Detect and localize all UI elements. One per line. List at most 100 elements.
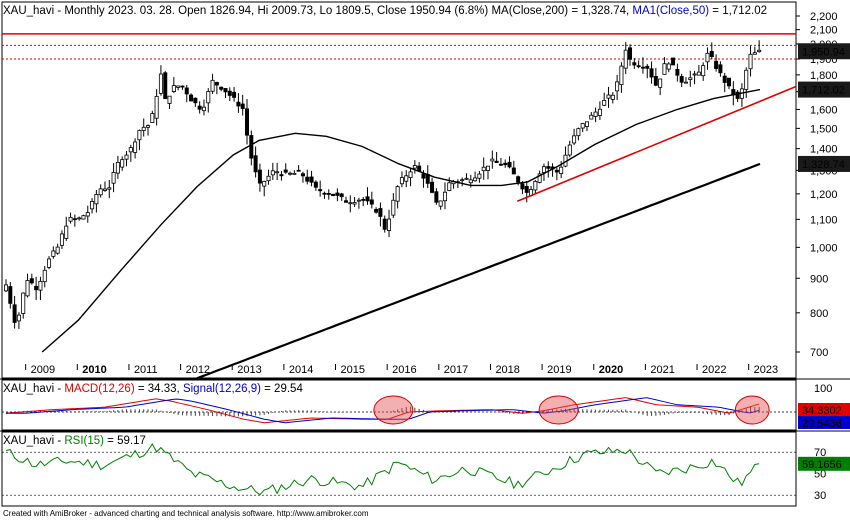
candle-body (498, 163, 503, 166)
price-badge (798, 155, 850, 172)
macd-panel-title-part-4: = 29.54 (261, 383, 303, 395)
candle-body (365, 196, 370, 202)
candle-body (72, 218, 77, 221)
candle-body (374, 208, 379, 213)
rsi-y-tick-label: 50 (814, 469, 826, 481)
year-label: 2021 (650, 364, 674, 376)
candle-body (593, 111, 598, 117)
candle-body (632, 62, 637, 66)
candle-body (662, 63, 667, 75)
candle-body (107, 187, 112, 190)
candle-body (305, 176, 310, 182)
rsi-panel-title-part-0: XAU_havi - (3, 435, 64, 447)
candle-body (404, 175, 409, 182)
rsi-panel-title-part-1: RSI(15) (64, 435, 104, 447)
macd-badge-label: 29.5436 (802, 418, 842, 430)
candle-body (51, 250, 56, 257)
candle-body (744, 69, 749, 90)
candle-body (313, 181, 318, 188)
candle-body (473, 177, 478, 182)
candle-body (154, 95, 159, 119)
candle-body (326, 193, 331, 195)
candle-body (352, 202, 357, 205)
candle-body (296, 169, 301, 172)
candle-body (275, 171, 280, 174)
macd-highlight-circle (373, 395, 414, 425)
macd-panel-title-part-3: Signal(12,26,9) (183, 383, 261, 395)
macd-signal-line (6, 397, 760, 424)
candle-body (692, 73, 697, 76)
macd-panel-title-part-2: = 34.33, (135, 383, 183, 395)
candle-body (464, 177, 469, 180)
candle-body (77, 217, 82, 220)
candle-body (141, 126, 146, 131)
candle-body (361, 198, 366, 201)
candle-body (408, 171, 413, 179)
candle-body (318, 189, 323, 192)
ma200-line (196, 162, 761, 380)
price-y-tick-label: 1,000 (810, 242, 838, 254)
candle-body (610, 94, 615, 100)
candle-body (606, 94, 611, 99)
candle-body (68, 216, 73, 222)
candle-body (378, 208, 383, 217)
support-trendline (516, 85, 797, 203)
candle-body (197, 105, 202, 110)
candle-body (584, 121, 589, 127)
macd-panel-title-part-1: MACD(12,26) (64, 383, 134, 395)
candle-body (128, 147, 133, 153)
candle-body (47, 258, 52, 268)
candle-body (425, 174, 430, 184)
candle-body (85, 212, 90, 217)
candle-body (38, 280, 43, 291)
candle-body (541, 166, 546, 173)
rsi-badge-label: 59.1656 (802, 459, 842, 471)
candle-body (709, 51, 714, 57)
candle-body (292, 172, 297, 175)
price-badge (798, 43, 850, 60)
candle-body (236, 101, 241, 107)
candle-body (688, 77, 693, 80)
candle-body (533, 181, 538, 191)
macd-highlight-circle (734, 395, 770, 425)
rsi-y-tick-label: 70 (814, 447, 826, 459)
rsi-panel-title-part-2: = 59.17 (104, 435, 146, 447)
candle-body (727, 77, 732, 87)
rsi-badge (798, 456, 850, 471)
candle-body (270, 170, 275, 176)
candle-body (718, 64, 723, 74)
year-label: 2013 (237, 364, 261, 376)
year-label: 2022 (702, 364, 726, 376)
candle-body (671, 57, 676, 66)
candle-body (460, 179, 465, 182)
candle-body (210, 79, 215, 92)
candle-body (477, 173, 482, 179)
candle-body (42, 269, 47, 283)
year-label: 2009 (31, 364, 55, 376)
candle-body (21, 292, 26, 314)
candle-body (180, 85, 185, 88)
year-label: 2011 (134, 364, 158, 376)
candle-body (757, 49, 762, 53)
candle-body (589, 114, 594, 120)
candle-body (486, 165, 491, 171)
candle-body (511, 167, 516, 175)
candle-body (322, 192, 327, 195)
candle-body (120, 159, 125, 168)
candle-body (309, 176, 314, 183)
candle-body (481, 166, 486, 172)
candle-body (34, 285, 39, 291)
candle-body (193, 97, 198, 104)
candle-body (705, 52, 710, 63)
candle-body (176, 85, 181, 88)
price-panel-title-part-2: = 1,328.74, (568, 5, 632, 17)
candle-body (339, 193, 344, 198)
candle-body (184, 87, 189, 95)
price-y-tick-label: 1,100 (810, 214, 838, 226)
candle-body (266, 175, 271, 182)
macd-badge (798, 416, 850, 429)
candle-body (520, 183, 525, 190)
candle-body (150, 113, 155, 123)
candle-body (640, 66, 645, 69)
price-y-tick-label: 1,400 (810, 144, 838, 156)
